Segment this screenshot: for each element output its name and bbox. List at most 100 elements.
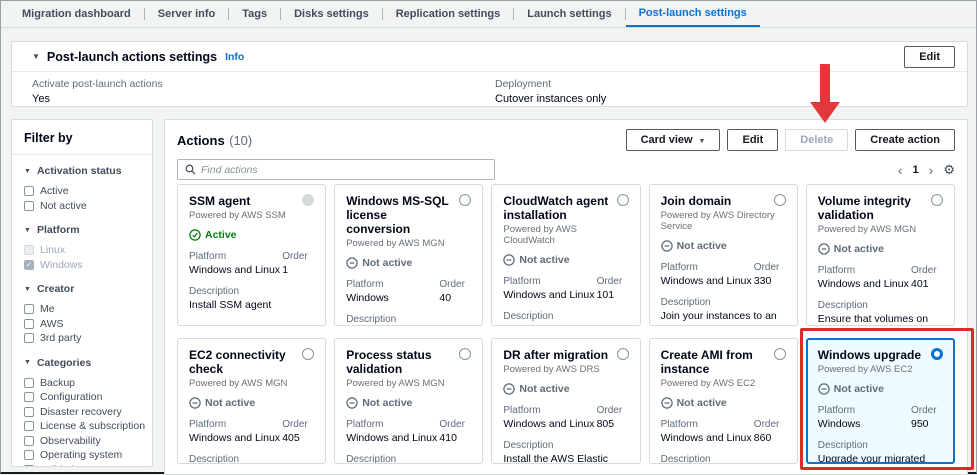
card-radio-button[interactable] [459, 194, 471, 206]
card-radio-button[interactable] [931, 194, 943, 206]
next-page-button[interactable]: › [929, 163, 934, 177]
checkbox-3rd-party[interactable] [24, 333, 34, 343]
not-active-status-icon [661, 397, 673, 409]
card-view-label: Card view [641, 134, 693, 146]
filter-option-label: 3rd party [40, 332, 81, 344]
checkbox-license-subscription[interactable] [24, 421, 34, 431]
filter-option-me: Me [24, 302, 140, 317]
action-card-join-domain[interactable]: Join domainPowered by AWS Directory Serv… [649, 184, 798, 326]
card-radio-button[interactable] [302, 348, 314, 360]
card-status-label: Not active [362, 397, 412, 409]
filter-section-header[interactable]: ▼Creator [24, 283, 140, 295]
card-radio-button[interactable] [617, 348, 629, 360]
checkbox-observability[interactable] [24, 436, 34, 446]
actions-edit-button[interactable]: Edit [727, 129, 778, 151]
description-label: Description [346, 313, 471, 326]
card-powered-by: Powered by AWS EC2 [818, 364, 943, 375]
card-radio-button[interactable] [302, 194, 314, 206]
card-description: Join your instances to an AWS Directory … [661, 309, 786, 326]
info-link[interactable]: Info [225, 51, 244, 63]
card-status: Not active [189, 397, 314, 409]
checkbox-configuration[interactable] [24, 392, 34, 402]
card-powered-by: Powered by AWS MGN [346, 238, 471, 249]
checkbox-operating-system[interactable] [24, 450, 34, 460]
action-card-windows-upgrade[interactable]: Windows upgradePowered by AWS EC2Not act… [806, 338, 955, 464]
checkbox-active[interactable] [24, 186, 34, 196]
card-status: Not active [346, 257, 471, 269]
create-action-button[interactable]: Create action [855, 129, 955, 151]
filter-option-label: Backup [40, 377, 75, 389]
card-title: Create AMI from instance [661, 348, 774, 376]
card-powered-by: Powered by AWS EC2 [661, 378, 786, 389]
card-status-label: Not active [677, 240, 727, 252]
filter-option-label: Active [40, 185, 69, 197]
tab-launch-settings[interactable]: Launch settings [514, 1, 624, 27]
actions-delete-button[interactable]: Delete [785, 129, 848, 151]
card-radio-button[interactable] [459, 348, 471, 360]
action-card-dr-after-migration[interactable]: DR after migrationPowered by AWS DRSNot … [491, 338, 640, 464]
checkbox-aws[interactable] [24, 319, 34, 329]
card-description: Install the AWS Elastic Disaster Recover… [503, 452, 628, 464]
tab-disks-settings[interactable]: Disks settings [281, 1, 382, 27]
filter-option-backup: Backup [24, 376, 140, 391]
search-input[interactable] [201, 164, 487, 176]
settings-field-deployment: DeploymentCutover instances only [495, 77, 606, 107]
order-label: Order [282, 250, 314, 263]
action-card-volume-integrity-validation[interactable]: Volume integrity validationPowered by AW… [806, 184, 955, 326]
platform-value: Windows and Linux [189, 431, 280, 445]
filter-section-title: Categories [37, 357, 91, 369]
filter-section-header[interactable]: ▼Activation status [24, 165, 140, 177]
find-actions-search[interactable] [177, 159, 495, 180]
checkbox-me[interactable] [24, 304, 34, 314]
card-powered-by: Powered by AWS SSM [189, 210, 314, 221]
tab-post-launch-settings[interactable]: Post-launch settings [626, 1, 760, 27]
order-label: Order [911, 264, 943, 277]
platform-label: Platform [503, 275, 594, 288]
platform-label: Platform [503, 404, 594, 417]
card-status-label: Not active [834, 243, 884, 255]
action-card-ec2-connectivity-check[interactable]: EC2 connectivity checkPowered by AWS MGN… [177, 338, 326, 464]
chevron-down-icon: ▼ [24, 227, 31, 234]
filter-section-categories: ▼CategoriesBackupConfigurationDisaster r… [24, 357, 140, 468]
checkbox-not-active[interactable] [24, 201, 34, 211]
filter-section-header[interactable]: ▼Categories [24, 357, 140, 369]
action-card-create-ami-from-instance[interactable]: Create AMI from instance Powered by AWS E… [649, 338, 798, 464]
settings-edit-button[interactable]: Edit [904, 46, 955, 68]
card-status-label: Not active [834, 383, 884, 395]
card-radio-button[interactable] [774, 348, 786, 360]
description-label: Description [818, 299, 943, 312]
card-radio-button[interactable] [774, 194, 786, 206]
tab-server-info[interactable]: Server info [145, 1, 228, 27]
tab-migration-dashboard[interactable]: Migration dashboard [9, 1, 144, 27]
card-description: Ensure that volumes on launched instance… [818, 312, 943, 326]
card-radio-button[interactable] [931, 348, 943, 360]
collapse-triangle-icon[interactable]: ▼ [32, 52, 40, 61]
filter-section-header[interactable]: ▼Platform [24, 224, 140, 236]
not-active-status-icon [661, 240, 673, 252]
tab-replication-settings[interactable]: Replication settings [383, 1, 514, 27]
card-title: EC2 connectivity check [189, 348, 302, 376]
order-value: 330 [754, 274, 786, 288]
action-card-cloudwatch-agent-installation[interactable]: CloudWatch agent installationPowered by … [491, 184, 640, 326]
card-status: Not active [503, 254, 628, 266]
page-number[interactable]: 1 [913, 164, 919, 176]
not-active-status-icon [346, 257, 358, 269]
checkbox-disaster-recovery[interactable] [24, 407, 34, 417]
checkbox-linux[interactable] [24, 245, 34, 255]
filter-sections: ▼Activation statusActiveNot active▼Platf… [12, 155, 152, 467]
action-card-ssm-agent[interactable]: SSM agentPowered by AWS SSMActivePlatfor… [177, 184, 326, 326]
platform-label: Platform [818, 264, 909, 277]
action-card-process-status-validation[interactable]: Process status validationPowered by AWS … [334, 338, 483, 464]
checkbox-backup[interactable] [24, 378, 34, 388]
tab-tags[interactable]: Tags [229, 1, 280, 27]
platform-value: Windows [818, 417, 861, 431]
card-radio-button[interactable] [617, 194, 629, 206]
preferences-gear-icon[interactable]: ⚙ [943, 162, 955, 178]
settings-panel-body: Activate post-launch actionsYesDeploymen… [12, 72, 967, 112]
checkbox-validation[interactable] [24, 465, 34, 467]
description-label: Description [189, 285, 314, 298]
card-view-dropdown[interactable]: Card view▼ [626, 129, 721, 151]
action-card-windows-ms-sql-license-conversion[interactable]: Windows MS-SQL license conversionPowered… [334, 184, 483, 326]
previous-page-button[interactable]: ‹ [898, 163, 903, 177]
checkbox-windows[interactable]: ✓ [24, 260, 34, 270]
